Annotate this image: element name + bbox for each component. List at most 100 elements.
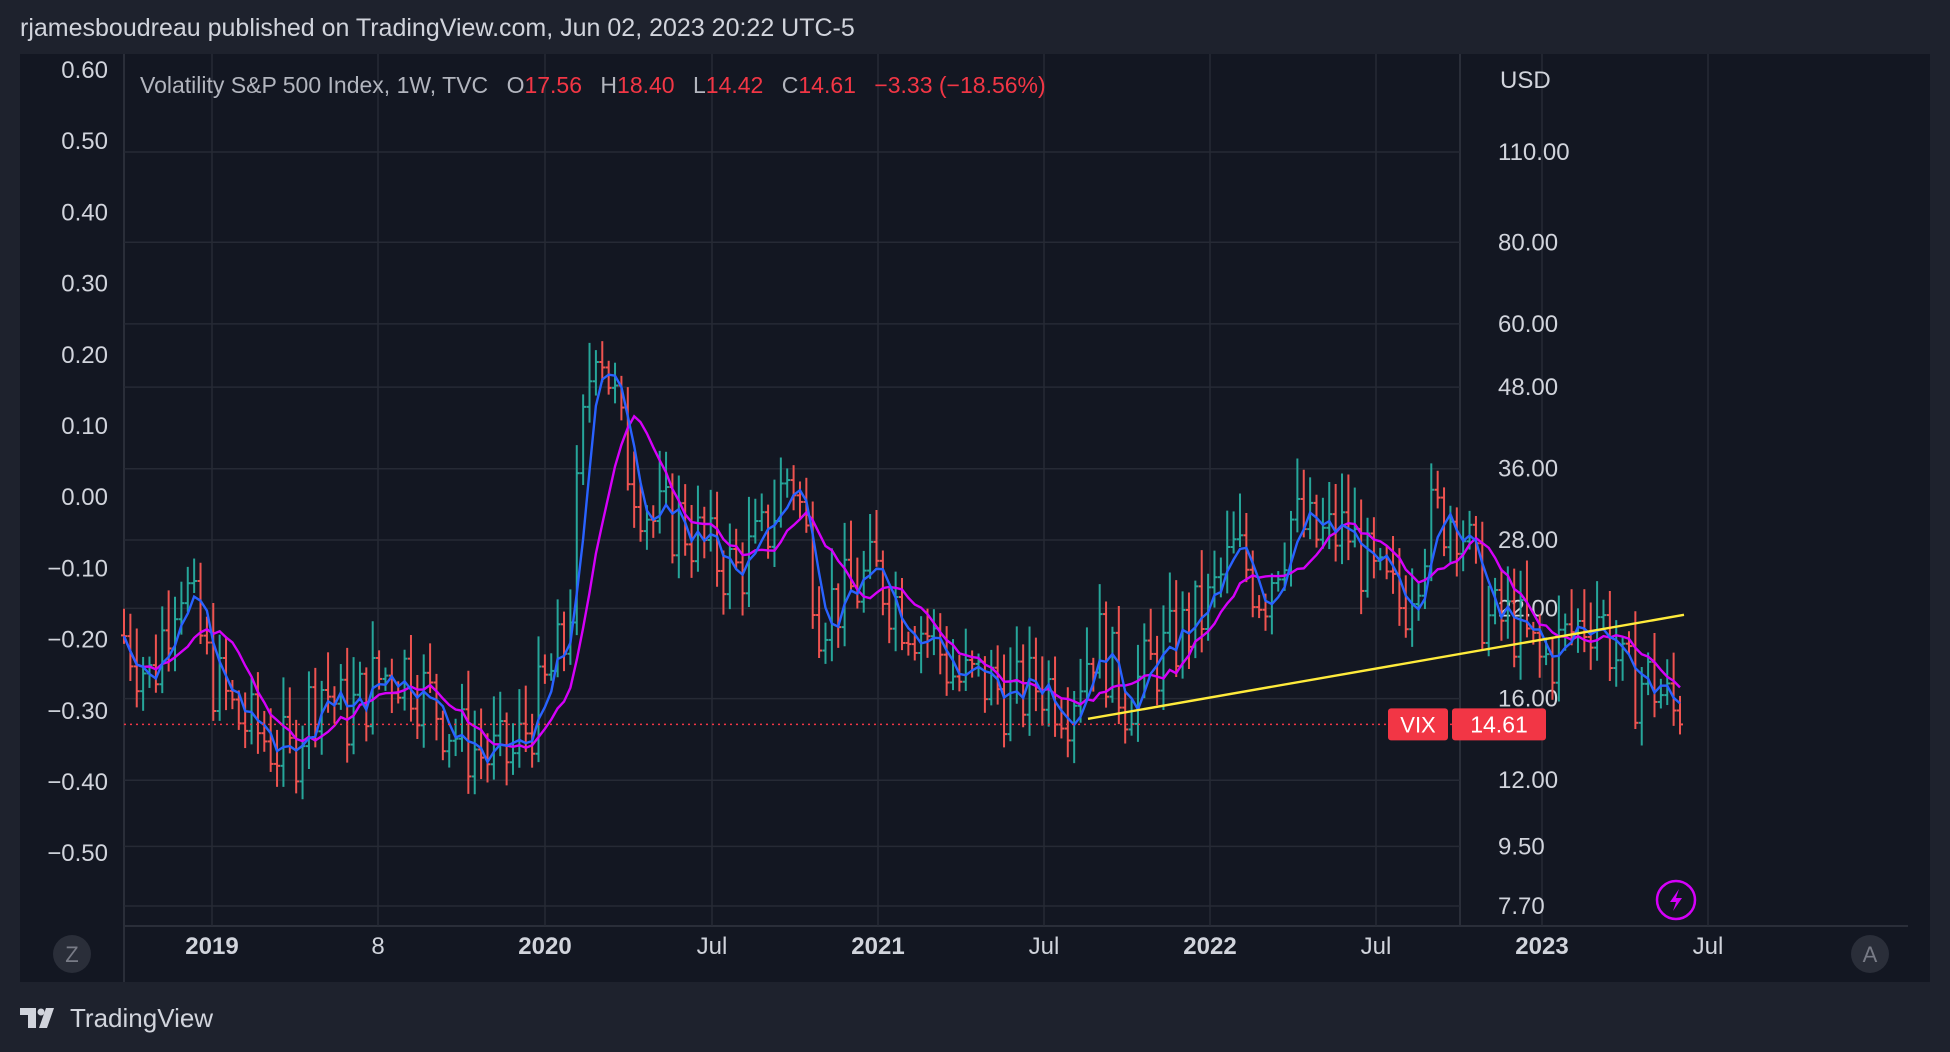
candle-bar	[1122, 692, 1129, 744]
candle-bar	[369, 621, 376, 735]
candle-bar	[203, 616, 210, 655]
legend-close: 14.61	[798, 72, 856, 98]
log-scale-button[interactable]: Z	[53, 935, 91, 973]
candle-bar	[216, 634, 223, 721]
candle-bar	[1339, 473, 1346, 565]
candle-bar	[1562, 613, 1569, 651]
candle-bar	[286, 687, 293, 754]
candle-bar	[701, 506, 708, 559]
candle-bar	[1294, 458, 1301, 533]
candle-bar	[478, 708, 485, 780]
candle-bar	[1071, 690, 1078, 764]
left-axis-tick-label: −0.50	[47, 840, 108, 867]
ohlc-legend: Volatility S&P 500 Index, 1W, TVC O17.56…	[140, 72, 1046, 99]
legend-low: 14.42	[705, 72, 764, 98]
candle-bar	[1657, 678, 1664, 709]
candle-bar	[420, 654, 427, 748]
candle-bar	[261, 710, 268, 752]
candle-bar	[969, 650, 976, 678]
candle-bar	[1453, 507, 1460, 577]
support-trendline	[1087, 613, 1685, 721]
vix-chart[interactable]: 0.60 0.50 0.40 0.30 0.20 0.10 0.00 −0.10 −0.20 −0…	[20, 54, 1930, 982]
candle-bar	[656, 450, 663, 534]
candle-bar	[280, 677, 287, 787]
candle-bar	[886, 588, 893, 644]
candle-bar	[1504, 566, 1511, 639]
candle-bar	[1154, 635, 1161, 706]
auto-scale-button[interactable]: A	[1851, 935, 1889, 973]
candle-bar	[1045, 660, 1052, 727]
candle-bar	[1128, 699, 1135, 736]
last-price-line: VIX 14.61	[124, 708, 1546, 741]
candle-bar	[248, 676, 255, 745]
candle-bar	[1370, 517, 1377, 579]
candle-bar	[1383, 546, 1390, 580]
x-axis-tick-label: 2019	[185, 933, 238, 960]
right-axis-tick-label: 110.00	[1498, 139, 1570, 166]
lightning-icon[interactable]	[1655, 879, 1697, 921]
tradingview-logo-icon	[20, 1007, 54, 1028]
candle-bar	[1083, 627, 1090, 699]
candle-bar	[1313, 494, 1320, 548]
candle-bar	[382, 667, 389, 691]
candle-bar	[1134, 644, 1141, 742]
candle-bar	[1613, 620, 1620, 687]
candle-bar	[446, 734, 453, 768]
right-axis-tick-label: 36.00	[1498, 456, 1558, 483]
candle-bar	[1517, 570, 1524, 680]
candle-bar	[1434, 470, 1441, 509]
candle-bar	[1638, 667, 1645, 746]
left-axis: 0.60 0.50 0.40 0.30 0.20 0.10 0.00 −0.10 −0.20 −0…	[47, 57, 108, 867]
candle-bar	[337, 664, 344, 710]
candle-bar	[854, 557, 861, 609]
candle-bar	[828, 548, 835, 662]
candle-bar	[816, 586, 823, 659]
x-axis-tick-label: Jul	[1361, 933, 1392, 960]
candle-bar	[1058, 699, 1065, 739]
candle-bar	[1402, 575, 1409, 638]
candle-bar	[1619, 636, 1626, 681]
candle-bar	[433, 673, 440, 741]
candle-bar	[242, 692, 249, 749]
candle-bar	[1498, 568, 1505, 641]
chart-frame	[20, 54, 1930, 982]
x-axis-tick-label: 8	[371, 933, 384, 960]
x-axis-tick-label: 2023	[1515, 933, 1568, 960]
candle-bar	[962, 628, 969, 691]
trendline	[1087, 613, 1685, 721]
candle-bar	[1670, 652, 1677, 726]
left-axis-tick-label: 0.20	[61, 342, 108, 369]
ma-fast-line	[122, 373, 1681, 765]
legend-open: 17.56	[524, 72, 583, 98]
candle-bar	[1415, 582, 1422, 621]
candle-bar	[305, 671, 312, 769]
candle-bar	[867, 513, 874, 579]
candle-bar	[796, 481, 803, 519]
candle-bar	[407, 635, 414, 722]
x-axis-tick-label: Jul	[1029, 933, 1060, 960]
candle-bar	[1651, 633, 1658, 718]
price-tag-bg	[1452, 708, 1546, 741]
candle-bar	[1077, 658, 1084, 723]
candle-bar	[930, 609, 937, 656]
candle-bar	[988, 649, 995, 706]
candle-bar	[388, 658, 395, 714]
candle-bar	[720, 550, 727, 615]
candle-bar	[637, 481, 644, 542]
candle-bar	[1581, 589, 1588, 653]
candle-bar	[841, 522, 848, 647]
left-axis-tick-label: 0.40	[61, 199, 108, 226]
candle-bar	[1103, 601, 1110, 708]
candle-bar	[191, 558, 198, 594]
candle-bar	[465, 670, 472, 794]
candle-bar	[605, 360, 612, 395]
candle-bar	[1230, 511, 1237, 554]
candle-bar	[490, 696, 497, 780]
right-axis-tick-label: 60.00	[1498, 311, 1558, 338]
symbol-tag-text: VIX	[1400, 712, 1436, 737]
candle-bar	[758, 493, 765, 532]
candle-bar	[1600, 599, 1607, 631]
candle-bar	[1441, 487, 1448, 557]
candle-bar	[911, 625, 918, 661]
